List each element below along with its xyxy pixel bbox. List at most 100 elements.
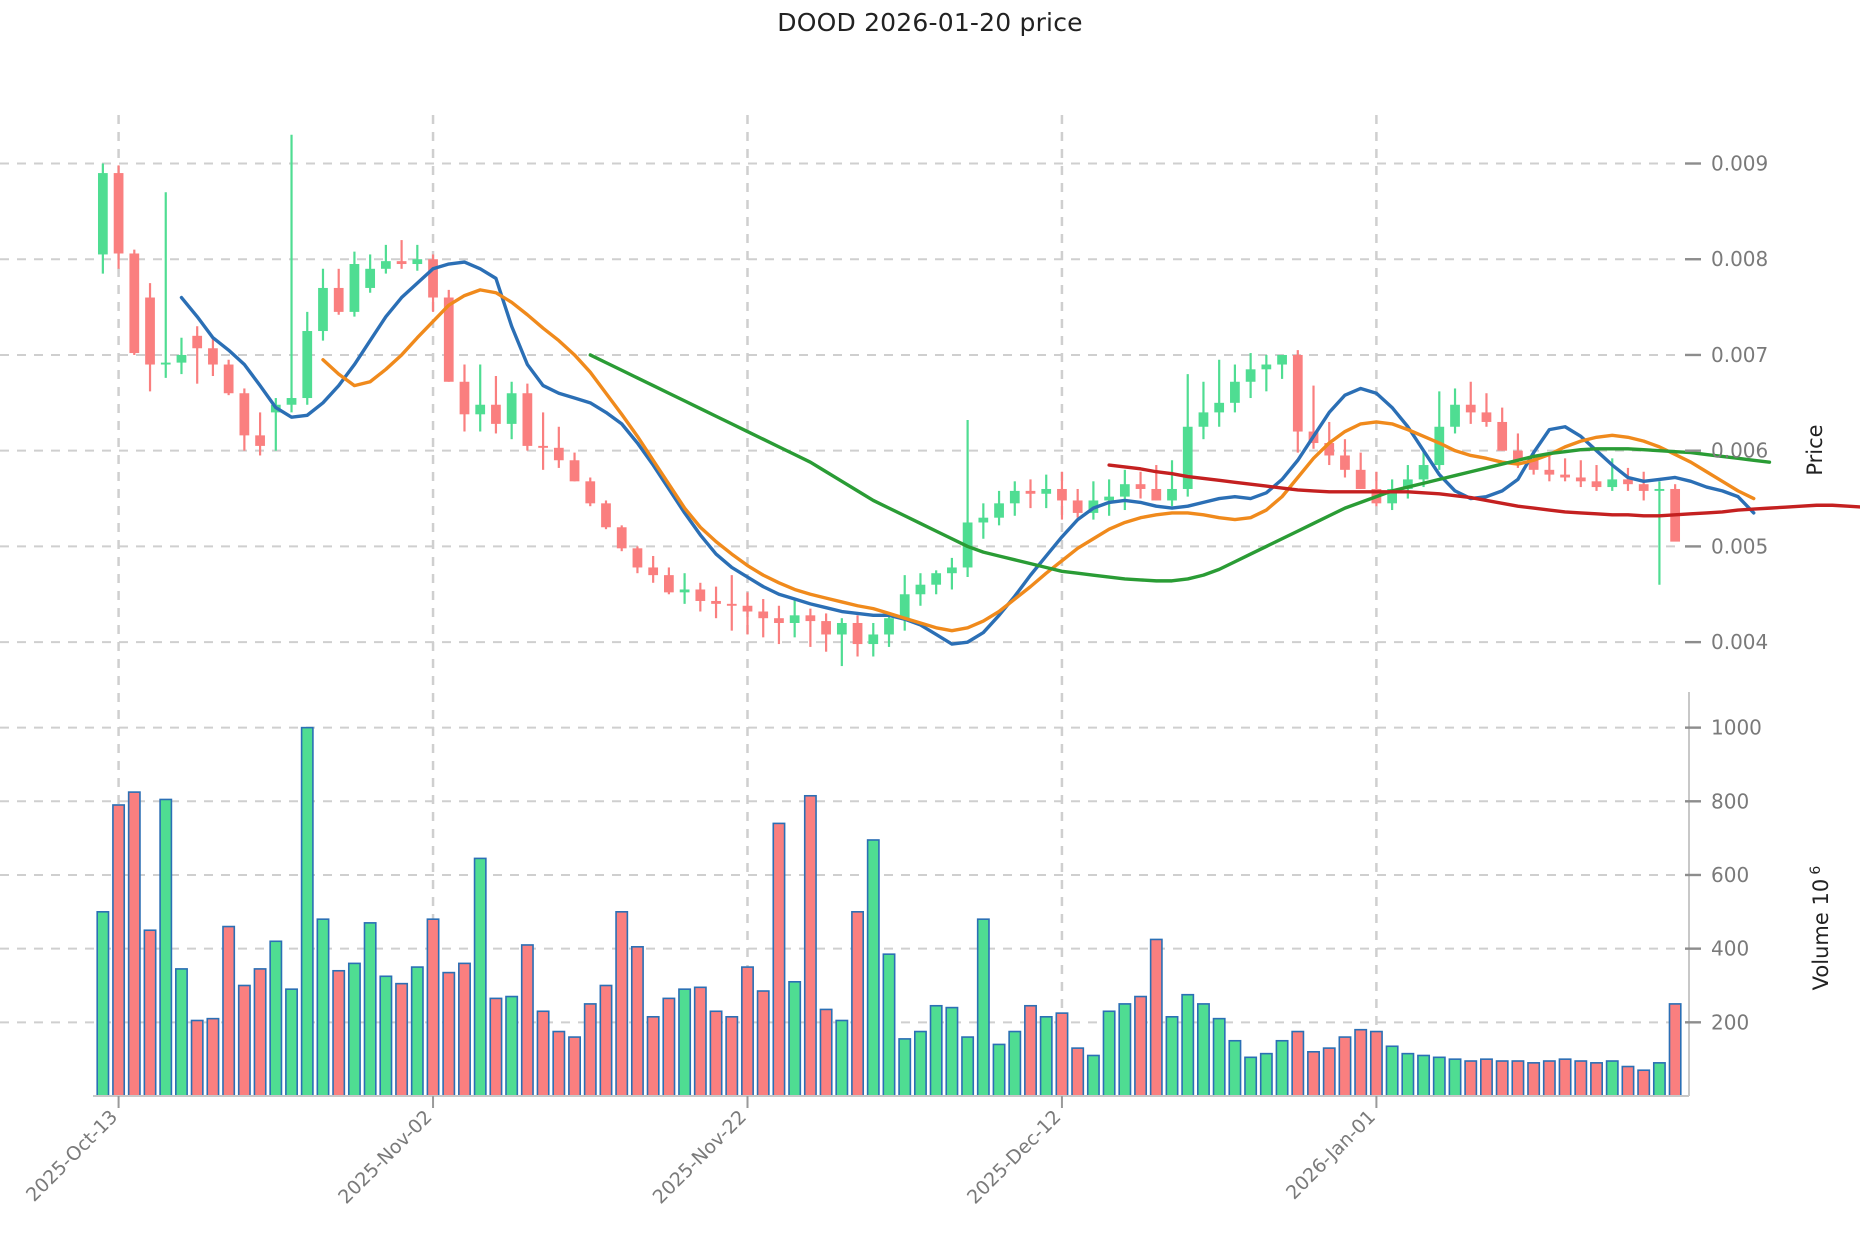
candle xyxy=(208,337,218,377)
volume-bar xyxy=(866,839,880,1097)
candle xyxy=(349,251,360,317)
candle xyxy=(223,359,234,396)
candle xyxy=(1245,353,1256,399)
candle xyxy=(1560,458,1570,482)
volume-bar xyxy=(395,982,409,1097)
volume-bar xyxy=(1291,1030,1305,1097)
volume-bar xyxy=(568,1036,582,1097)
price-tick-label: 0.005 xyxy=(1711,534,1768,558)
candle xyxy=(412,244,423,271)
volume-bar xyxy=(929,1004,943,1097)
volume-bar xyxy=(678,988,692,1097)
page-title: DOOD 2026-01-20 price xyxy=(777,8,1083,37)
volume-bar xyxy=(127,791,141,1097)
candle xyxy=(1119,469,1130,511)
candle xyxy=(1654,481,1665,585)
volume-tick-label: 600 xyxy=(1711,863,1749,887)
candle xyxy=(1292,350,1303,453)
candle xyxy=(1214,359,1225,427)
volume-bar xyxy=(630,946,644,1097)
volume-bar xyxy=(1055,1012,1069,1097)
candle xyxy=(553,426,564,468)
volume-bar xyxy=(851,911,865,1097)
volume-bar xyxy=(536,1010,550,1097)
candle xyxy=(522,383,533,451)
volume-bar xyxy=(1558,1058,1572,1097)
candle xyxy=(1575,460,1586,488)
date-tick-label: 2025-Nov-02 xyxy=(334,1106,436,1208)
axis-titles: Price Volume 10 6 xyxy=(1803,424,1833,990)
volume-bar xyxy=(552,1030,566,1097)
date-tick-label: 2026-Jan-01 xyxy=(1282,1106,1380,1204)
candle xyxy=(145,283,155,392)
candle xyxy=(711,586,721,619)
ma-line-MA-very-long-red xyxy=(1107,463,1860,518)
volume-tick-label: 400 xyxy=(1711,937,1749,961)
candle xyxy=(1481,393,1492,427)
candle xyxy=(821,613,831,652)
candle xyxy=(286,134,297,413)
volume-bar xyxy=(473,857,487,1097)
candle xyxy=(648,555,659,583)
volume-series xyxy=(96,726,1682,1097)
volume-bar xyxy=(819,1008,833,1097)
volume-bar xyxy=(1071,1047,1085,1097)
volume-bar xyxy=(1542,1060,1556,1097)
candle xyxy=(962,420,973,578)
candle xyxy=(1088,481,1099,520)
candle xyxy=(1041,474,1052,509)
candle xyxy=(1387,479,1398,511)
candle xyxy=(569,452,580,482)
candle xyxy=(1340,439,1350,478)
volume-bar xyxy=(1307,1050,1320,1097)
candle xyxy=(632,546,643,574)
volume-bar xyxy=(1275,1039,1289,1097)
volume-bar xyxy=(442,971,456,1097)
volume-bar xyxy=(347,962,361,1097)
price-tick-label: 0.006 xyxy=(1711,439,1768,463)
volume-bar xyxy=(159,798,173,1097)
candle xyxy=(616,525,627,552)
candle xyxy=(695,582,706,612)
volume-bar xyxy=(1134,995,1148,1097)
candle xyxy=(333,268,344,315)
candle xyxy=(380,244,391,274)
candle xyxy=(1355,452,1366,489)
candle xyxy=(726,575,737,631)
candle xyxy=(1497,407,1508,451)
candle xyxy=(915,573,926,606)
volume-bar xyxy=(1102,1010,1116,1097)
volume-bar xyxy=(662,997,676,1097)
volume-bar xyxy=(741,966,754,1097)
candle xyxy=(192,326,203,384)
volume-bar xyxy=(458,962,471,1097)
candle xyxy=(506,381,517,440)
volume-bar xyxy=(1401,1052,1415,1097)
moving-average-lines xyxy=(179,260,1860,646)
volume-bar xyxy=(285,988,298,1097)
candle xyxy=(302,311,313,405)
volume-bar xyxy=(1574,1060,1588,1097)
volume-bar xyxy=(300,726,314,1097)
volume-bar xyxy=(788,981,802,1097)
candle xyxy=(679,573,690,604)
volume-bar xyxy=(269,940,283,1097)
volume-bar xyxy=(253,968,267,1097)
candle xyxy=(459,364,470,432)
candle xyxy=(255,412,265,456)
volume-bar xyxy=(1590,1062,1603,1097)
candle xyxy=(318,268,328,341)
volume-bar xyxy=(725,1015,739,1097)
volume-bar xyxy=(1369,1030,1383,1097)
candle xyxy=(491,376,501,434)
volume-bar xyxy=(1024,1004,1037,1097)
volume-bar xyxy=(1495,1060,1509,1097)
candle xyxy=(774,605,784,645)
candle xyxy=(585,477,596,507)
ma-line-MA-long-green xyxy=(588,353,1772,583)
candle xyxy=(428,254,438,312)
volume-bar xyxy=(803,794,817,1097)
volume-bar xyxy=(1527,1062,1541,1097)
candle xyxy=(113,165,124,269)
volume-bar xyxy=(426,918,440,1097)
